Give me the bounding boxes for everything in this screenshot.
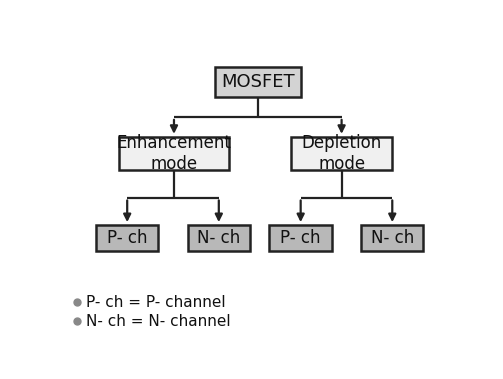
FancyBboxPatch shape	[215, 67, 301, 97]
Text: Enhancement
mode: Enhancement mode	[117, 134, 231, 173]
FancyBboxPatch shape	[96, 225, 158, 251]
FancyBboxPatch shape	[291, 137, 392, 170]
Text: P- ch: P- ch	[280, 229, 321, 247]
Text: P- ch = P- channel: P- ch = P- channel	[87, 295, 226, 310]
FancyBboxPatch shape	[270, 225, 332, 251]
Text: P- ch: P- ch	[107, 229, 147, 247]
FancyBboxPatch shape	[361, 225, 424, 251]
Text: N- ch = N- channel: N- ch = N- channel	[87, 314, 231, 329]
FancyBboxPatch shape	[188, 225, 250, 251]
Text: N- ch: N- ch	[371, 229, 414, 247]
Text: N- ch: N- ch	[197, 229, 240, 247]
Text: MOSFET: MOSFET	[221, 73, 295, 91]
FancyBboxPatch shape	[119, 137, 228, 170]
Text: Depletion
mode: Depletion mode	[301, 134, 382, 173]
